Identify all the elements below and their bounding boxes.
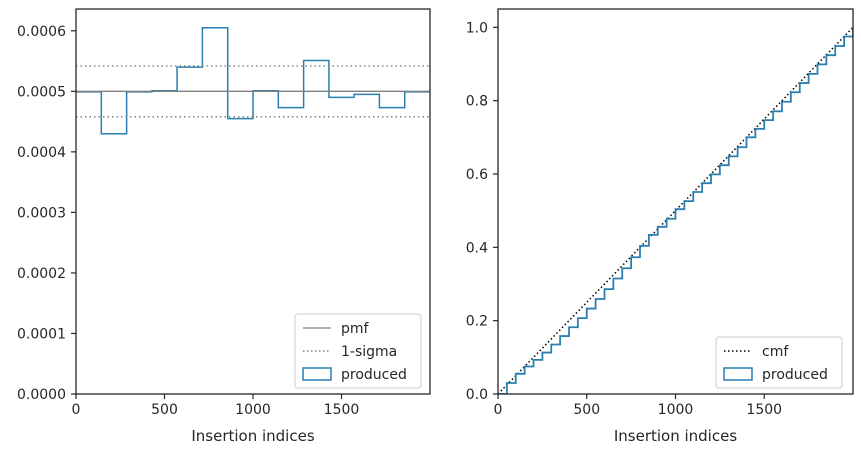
legend-box [715,336,843,389]
legend: pmf 1-sigma produced [294,313,422,389]
x-axis-label: Insertion indices [191,427,314,445]
legend: cmf produced [715,336,843,389]
y-tick-label: 0.0001 [17,326,66,342]
legend-label-pmf: pmf [341,321,370,337]
y-tick-label: 0.8 [466,94,488,110]
legend-label-1-sigma: 1-sigma [341,344,397,360]
x-tick-label: 500 [573,402,600,418]
y-tick-label: 0.0004 [17,145,66,161]
x-axis-label: Insertion indices [614,427,737,445]
legend-label-cmf: cmf [762,344,789,360]
x-tick-label: 1500 [324,402,360,418]
x-tick-label: 1000 [658,402,694,418]
y-tick-label: 0.2 [466,314,488,330]
y-tick-label: 0.0003 [17,205,66,221]
y-tick-label: 1.0 [466,20,488,36]
y-tick-label: 0.4 [466,240,488,256]
plot-area [498,26,853,394]
legend-label-produced: produced [762,367,828,383]
series-produced-step [498,27,853,394]
y-tick-label: 0.0000 [17,387,66,403]
y-tick-label: 0.6 [466,167,488,183]
legend-swatch-produced [723,367,753,381]
x-tick-label: 0 [494,402,503,418]
x-tick-label: 0 [72,402,81,418]
y-tick-label: 0.0005 [17,84,66,100]
legend-box [294,313,422,389]
y-tick-label: 0.0006 [17,24,66,40]
x-tick-label: 1500 [746,402,782,418]
cdf-panel: 0 500 1000 1500 0.0 0.2 0.4 0.6 0.8 1.0 Insertion … [466,8,854,445]
histogram-panel: 0 500 1000 1500 0.0000 0.0001 0.0002 0.0003 0.00… [17,8,431,445]
y-tick-label: 0.0002 [17,266,66,282]
legend-swatch-produced [302,367,332,381]
y-tick-label: 0.0 [466,387,488,403]
plot-area [76,27,430,135]
x-tick-label: 500 [151,402,178,418]
series-cmf-line [498,26,853,394]
legend-label-produced: produced [341,367,407,383]
x-tick-label: 1000 [235,402,271,418]
